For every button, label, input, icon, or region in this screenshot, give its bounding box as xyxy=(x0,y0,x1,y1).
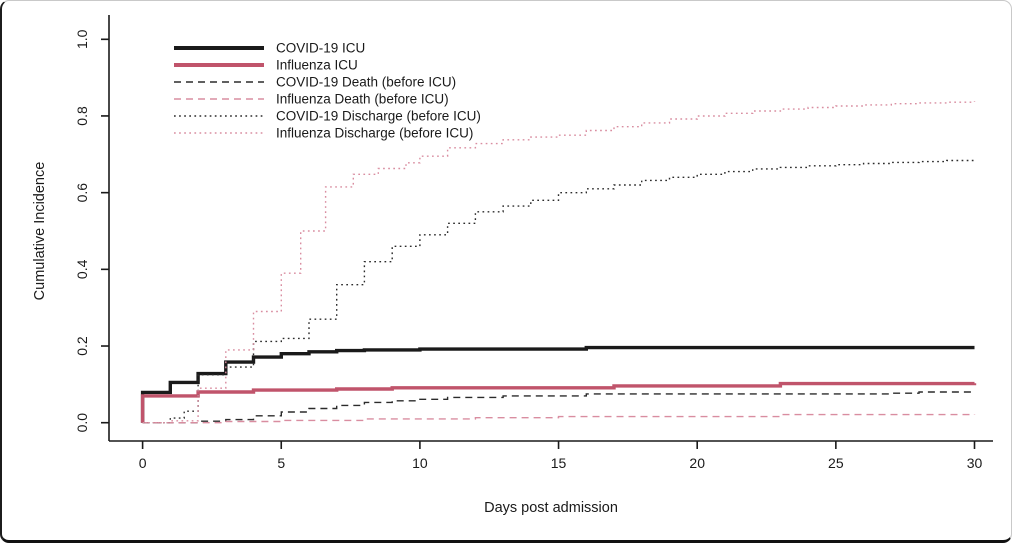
x-tick-label: 15 xyxy=(551,455,567,471)
y-tick-label: 0.2 xyxy=(74,336,90,356)
x-tick-label: 5 xyxy=(277,455,285,471)
y-tick-label: 1.0 xyxy=(74,29,90,49)
influenza-icu-curve xyxy=(140,381,977,423)
axes: 0.0 0.2 0.4 0.6 0.8 1.0 0 5 10 15 20 25 30 xyxy=(74,15,993,471)
legend-label: Influenza Discharge (before ICU) xyxy=(276,126,473,141)
influenza-death-before-icu--curve xyxy=(142,413,976,424)
legend-label: Influenza ICU xyxy=(276,58,358,73)
y-axis-title: Cumulative Incidence xyxy=(32,162,48,301)
x-tick-label: 30 xyxy=(967,455,983,471)
legend-label: COVID-19 Death (before ICU) xyxy=(276,75,456,90)
legend-label: COVID-19 Discharge (before ICU) xyxy=(276,109,481,124)
covid-19-icu-curve xyxy=(140,345,975,423)
covid-19-death-before-icu--curve xyxy=(142,391,975,424)
y-tick-label: 0.0 xyxy=(74,413,90,433)
y-tick-label: 0.6 xyxy=(74,183,90,203)
x-tick-label: 25 xyxy=(828,455,844,471)
x-tick-label: 10 xyxy=(412,455,428,471)
x-axis-title: Days post admission xyxy=(484,500,618,516)
y-tick-label: 0.8 xyxy=(74,106,90,126)
curves xyxy=(140,101,977,424)
influenza-discharge-before-icu--curve xyxy=(142,101,976,424)
legend-label: Influenza Death (before ICU) xyxy=(276,92,449,107)
legend: COVID-19 ICU Influenza ICU COVID-19 Death … xyxy=(174,41,481,141)
x-tick-label: 20 xyxy=(689,455,705,471)
x-tick-label: 0 xyxy=(139,455,147,471)
covid-19-discharge-before-icu--curve xyxy=(142,159,976,424)
legend-label: COVID-19 ICU xyxy=(276,41,365,56)
y-tick-label: 0.4 xyxy=(74,259,90,279)
